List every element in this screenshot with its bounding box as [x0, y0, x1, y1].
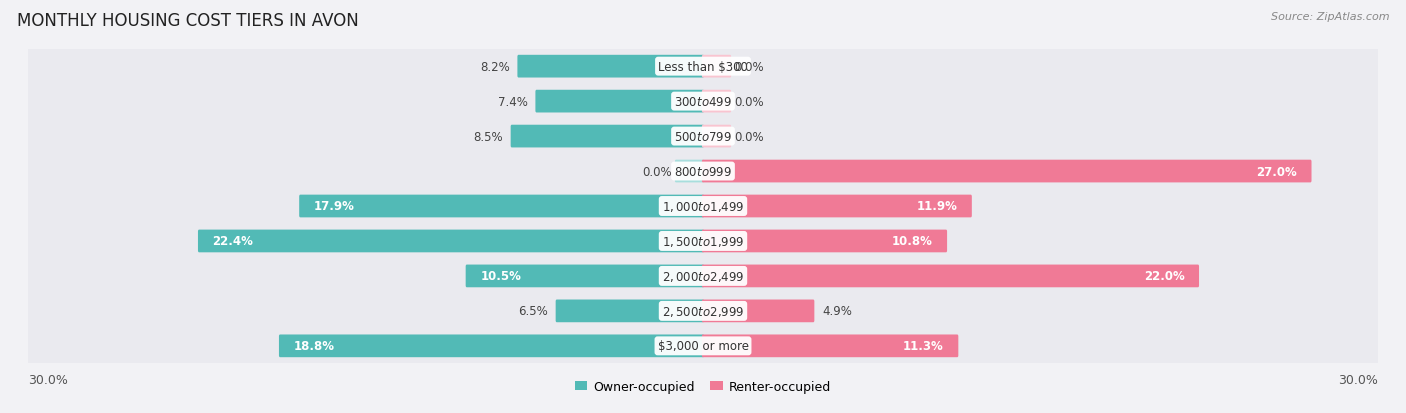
Text: 8.2%: 8.2% [479, 61, 509, 74]
FancyBboxPatch shape [702, 56, 731, 78]
Text: 11.9%: 11.9% [917, 200, 957, 213]
Text: MONTHLY HOUSING COST TIERS IN AVON: MONTHLY HOUSING COST TIERS IN AVON [17, 12, 359, 30]
Text: 7.4%: 7.4% [498, 95, 527, 108]
Text: $1,500 to $1,999: $1,500 to $1,999 [662, 235, 744, 248]
Text: 22.0%: 22.0% [1143, 270, 1184, 283]
Text: $800 to $999: $800 to $999 [673, 165, 733, 178]
Text: $500 to $799: $500 to $799 [673, 130, 733, 143]
Text: 18.8%: 18.8% [294, 339, 335, 352]
FancyBboxPatch shape [27, 293, 1379, 330]
FancyBboxPatch shape [510, 126, 704, 148]
FancyBboxPatch shape [702, 300, 814, 323]
FancyBboxPatch shape [198, 230, 704, 253]
FancyBboxPatch shape [27, 258, 1379, 294]
Text: 11.3%: 11.3% [903, 339, 943, 352]
Text: 22.4%: 22.4% [212, 235, 253, 248]
FancyBboxPatch shape [555, 300, 704, 323]
Text: $300 to $499: $300 to $499 [673, 95, 733, 108]
Text: 10.5%: 10.5% [481, 270, 522, 283]
FancyBboxPatch shape [702, 335, 959, 357]
FancyBboxPatch shape [27, 223, 1379, 260]
FancyBboxPatch shape [27, 49, 1379, 85]
FancyBboxPatch shape [299, 195, 704, 218]
FancyBboxPatch shape [702, 265, 1199, 287]
FancyBboxPatch shape [675, 160, 704, 183]
FancyBboxPatch shape [536, 90, 704, 113]
FancyBboxPatch shape [27, 328, 1379, 364]
FancyBboxPatch shape [702, 126, 731, 148]
FancyBboxPatch shape [702, 160, 1312, 183]
Text: 30.0%: 30.0% [28, 373, 67, 386]
Text: $2,000 to $2,499: $2,000 to $2,499 [662, 269, 744, 283]
Text: $3,000 or more: $3,000 or more [658, 339, 748, 352]
Text: 4.9%: 4.9% [823, 305, 852, 318]
Text: Source: ZipAtlas.com: Source: ZipAtlas.com [1271, 12, 1389, 22]
Text: 0.0%: 0.0% [734, 130, 763, 143]
Text: $1,000 to $1,499: $1,000 to $1,499 [662, 199, 744, 214]
FancyBboxPatch shape [27, 83, 1379, 120]
FancyBboxPatch shape [702, 230, 948, 253]
Text: 17.9%: 17.9% [314, 200, 354, 213]
FancyBboxPatch shape [278, 335, 704, 357]
Text: 30.0%: 30.0% [1339, 373, 1378, 386]
Text: $2,500 to $2,999: $2,500 to $2,999 [662, 304, 744, 318]
Text: 6.5%: 6.5% [517, 305, 548, 318]
Text: 27.0%: 27.0% [1256, 165, 1296, 178]
FancyBboxPatch shape [465, 265, 704, 287]
FancyBboxPatch shape [702, 90, 731, 113]
Legend: Owner-occupied, Renter-occupied: Owner-occupied, Renter-occupied [569, 375, 837, 398]
Text: 0.0%: 0.0% [643, 165, 672, 178]
FancyBboxPatch shape [27, 153, 1379, 190]
Text: 8.5%: 8.5% [474, 130, 503, 143]
FancyBboxPatch shape [27, 188, 1379, 225]
FancyBboxPatch shape [702, 195, 972, 218]
FancyBboxPatch shape [27, 119, 1379, 155]
Text: 10.8%: 10.8% [891, 235, 932, 248]
Text: 0.0%: 0.0% [734, 95, 763, 108]
Text: 0.0%: 0.0% [734, 61, 763, 74]
Text: Less than $300: Less than $300 [658, 61, 748, 74]
FancyBboxPatch shape [517, 56, 704, 78]
